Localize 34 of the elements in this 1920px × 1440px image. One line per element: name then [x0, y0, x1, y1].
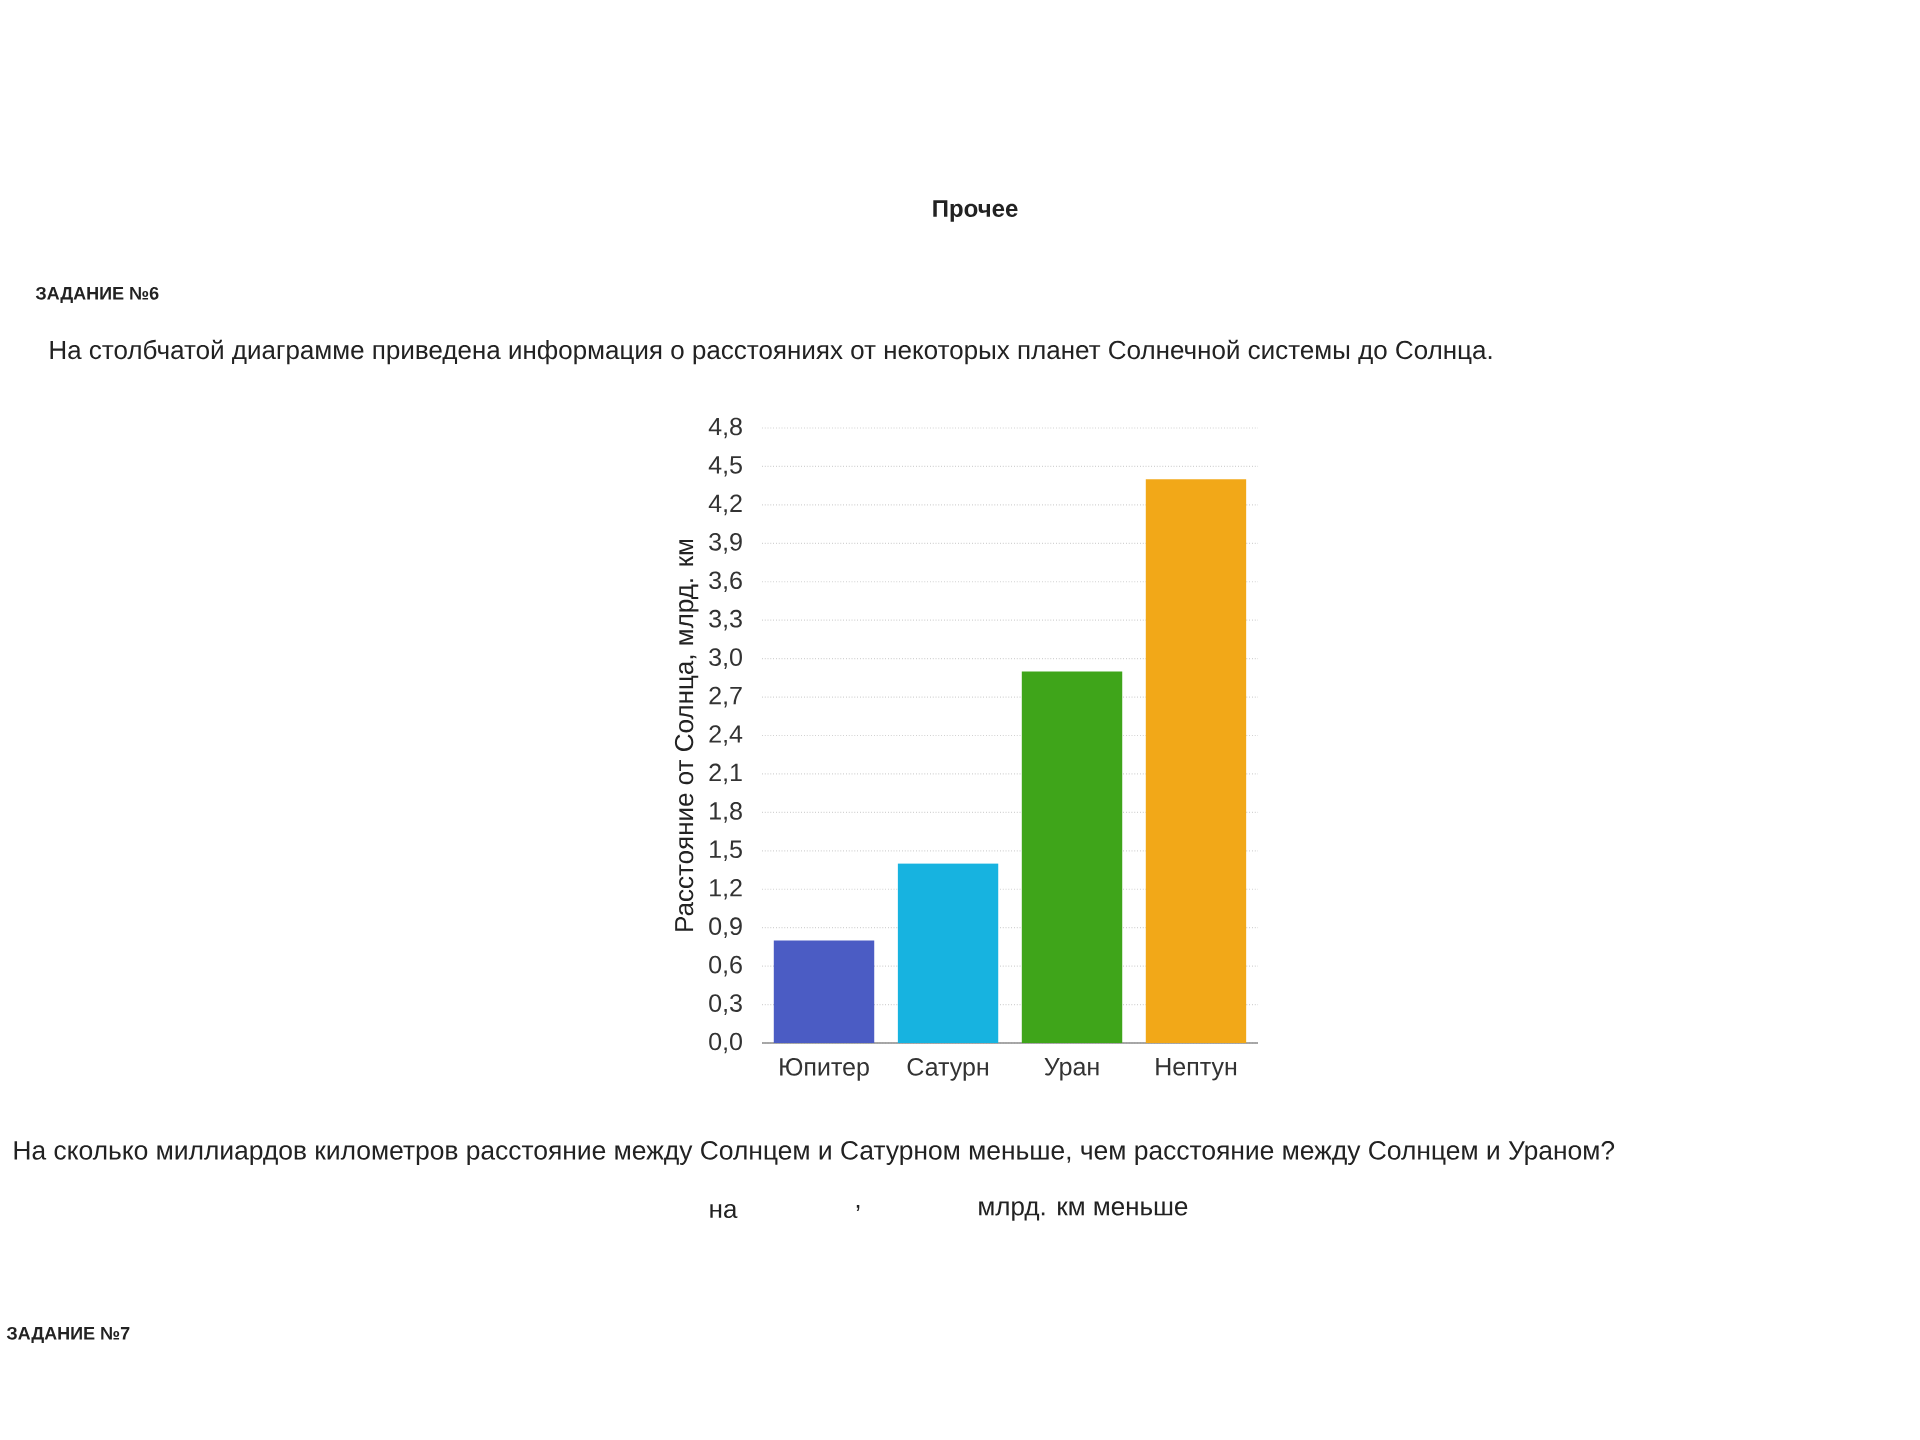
text: Прочее — [933, 200, 1018, 222]
y-tick-label: 0,0 — [709, 1032, 742, 1054]
text: ЗАДАНИЕ №6 — [35, 286, 159, 304]
y-tick-label: 4,2 — [708, 494, 742, 516]
text: млрд. км меньше — [979, 1201, 1188, 1221]
y-tick-label: 3,3 — [709, 609, 742, 631]
y-tick-label: 3,6 — [709, 571, 742, 593]
bar — [897, 863, 999, 1043]
y-tick-label: 2,1 — [709, 763, 742, 785]
y-tick-label: 0,3 — [709, 994, 742, 1015]
y-tick-label: 1,5 — [710, 840, 742, 861]
y-tick-label: 4,8 — [708, 417, 742, 439]
x-tick-label: Уран — [1044, 1058, 1099, 1081]
x-tick-label: Сатурн — [907, 1058, 988, 1081]
y-axis-title: Расстояние от Солнца, млрд. км — [674, 539, 699, 931]
bar — [1145, 479, 1247, 1043]
text: , — [856, 1204, 860, 1212]
x-tick-label: Нептун — [1156, 1058, 1237, 1081]
text: на — [710, 1203, 738, 1219]
y-tick-label: 1,8 — [710, 802, 742, 823]
y-tick-label: 2,4 — [709, 725, 743, 746]
y-tick-label: 4,5 — [708, 456, 742, 477]
y-tick-label: 0,6 — [709, 955, 742, 977]
text: На сколько миллиардов километров расстояние между Солнцем и Сатурном меньше, чем расстояние между Солнцем и Ураном? — [14, 1141, 1615, 1165]
bar — [773, 940, 875, 1043]
y-tick-label: 2,7 — [709, 686, 742, 708]
text: ЗАДАНИЕ №7 — [6, 1326, 130, 1344]
y-tick-label: 3,9 — [709, 532, 742, 554]
y-tick-label: 1,2 — [710, 878, 742, 900]
y-tick-label: 3,0 — [709, 648, 742, 669]
bar — [1021, 671, 1123, 1043]
x-tick-label: Юпитер — [780, 1058, 869, 1081]
y-tick-label: 0,9 — [709, 917, 742, 939]
chart-title: На столбчатой диаграмме приведена информация о расстояниях от некоторых планет Солнечной системы до Солнца. — [50, 339, 1492, 365]
